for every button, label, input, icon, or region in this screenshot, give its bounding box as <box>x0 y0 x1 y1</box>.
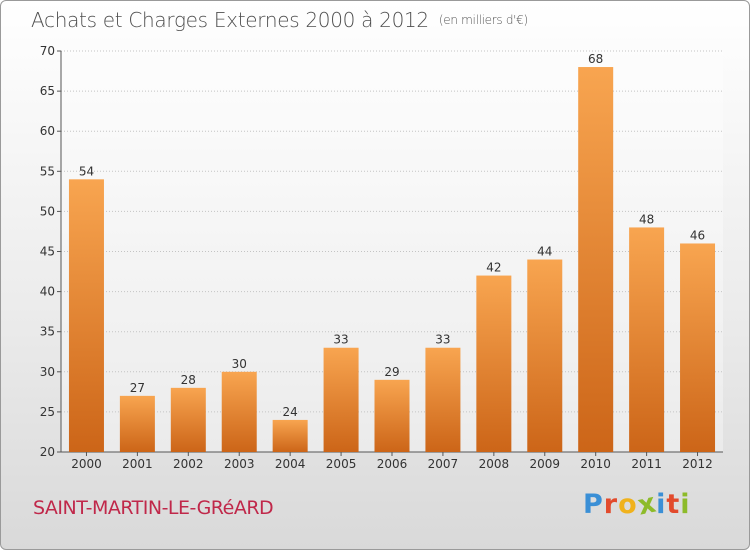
labels: 54 2000 27 2001 28 2002 30 2003 24 2004 33 2005 29 20… <box>71 52 713 471</box>
y-tick-label: 40 <box>40 285 55 299</box>
logo-letter: r <box>603 489 619 520</box>
bar <box>221 371 257 452</box>
y-tick-label: 45 <box>40 245 55 259</box>
bar-value-label: 27 <box>130 381 145 395</box>
logo-letter: t <box>666 489 681 520</box>
bar <box>374 379 410 452</box>
x-tick-label: 2005 <box>326 457 357 471</box>
bar-value-label: 28 <box>181 373 196 387</box>
x-tick-label: 2011 <box>631 457 662 471</box>
y-tick-label: 55 <box>40 164 55 178</box>
unit-note: (en milliers d'€) <box>438 13 528 27</box>
bar <box>629 227 665 452</box>
bar <box>119 395 155 452</box>
bar-value-label: 24 <box>283 405 298 419</box>
logo-letter: i <box>656 489 667 520</box>
bar-value-label: 68 <box>588 52 603 66</box>
y-tick-label: 70 <box>40 44 55 58</box>
y-tick-label: 20 <box>40 445 55 459</box>
bar <box>476 275 512 452</box>
logo-letter: o <box>618 489 638 520</box>
y-tick-label: 30 <box>40 365 55 379</box>
y-tick-label: 25 <box>40 405 55 419</box>
y-tick-label: 35 <box>40 325 55 339</box>
bar-value-label: 29 <box>384 365 399 379</box>
bar <box>527 259 563 452</box>
bar-value-label: 48 <box>639 212 654 226</box>
y-tick-label: 50 <box>40 204 55 218</box>
x-tick-label: 2002 <box>173 457 204 471</box>
bar <box>323 347 359 452</box>
x-tick-label: 2003 <box>224 457 255 471</box>
bars <box>68 67 716 452</box>
x-tick-label: 2009 <box>529 457 560 471</box>
proxiti-logo[interactable]: Proxiti <box>583 487 691 521</box>
bar <box>170 387 206 452</box>
y-tick-label: 60 <box>40 124 55 138</box>
bar-value-label: 44 <box>537 245 552 259</box>
bar <box>425 347 461 452</box>
bar-value-label: 54 <box>79 164 94 178</box>
axes: 20 25 30 35 40 45 50 55 60 65 70 <box>40 44 723 459</box>
bar-value-label: 42 <box>486 261 501 275</box>
x-tick-label: 2006 <box>377 457 408 471</box>
x-tick-label: 2012 <box>682 457 713 471</box>
title-text: Achats et Charges Externes 2000 à 2012 <box>31 8 429 32</box>
x-tick-label: 2004 <box>275 457 306 471</box>
logo-letter: i <box>680 489 691 520</box>
y-tick-label: 65 <box>40 84 55 98</box>
x-tick-label: 2007 <box>428 457 459 471</box>
bar-value-label: 30 <box>232 357 247 371</box>
commune-name: SAINT-MARTIN-LE-GRéARD <box>33 497 274 519</box>
chart-title: Achats et Charges Externes 2000 à 2012 (e… <box>31 8 528 32</box>
bar-value-label: 33 <box>435 333 450 347</box>
x-tick-label: 2001 <box>122 457 153 471</box>
bar <box>680 243 716 452</box>
bar-value-label: 33 <box>333 333 348 347</box>
x-tick-label: 2008 <box>479 457 510 471</box>
bar-value-label: 46 <box>690 228 705 242</box>
bar <box>68 179 104 452</box>
logo-letter: P <box>583 489 604 520</box>
x-tick-label: 2010 <box>580 457 611 471</box>
bar <box>578 67 614 452</box>
bar <box>272 419 308 452</box>
bar-chart: 20 25 30 35 40 45 50 55 60 65 70 54 2000 27 2001 28 200… <box>40 44 723 471</box>
x-tick-label: 2000 <box>71 457 102 471</box>
